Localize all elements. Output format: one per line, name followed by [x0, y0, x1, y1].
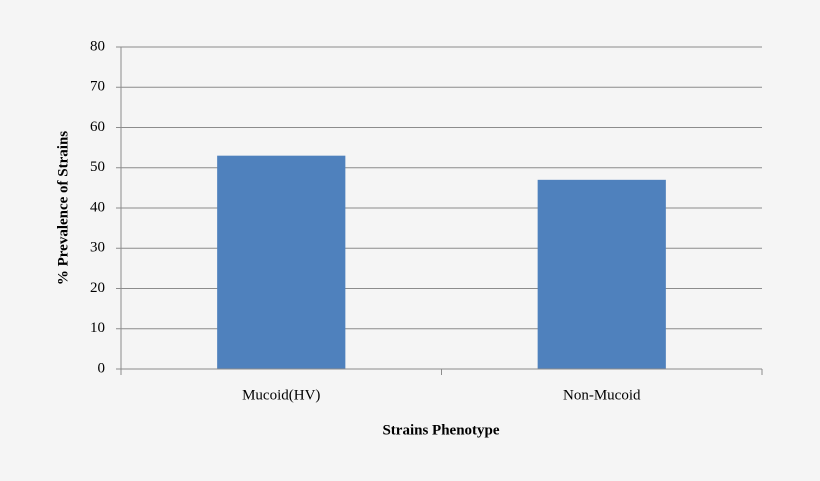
x-axis-label: Strains Phenotype	[382, 422, 499, 438]
bar	[217, 155, 346, 369]
y-tick-label: 70	[90, 79, 105, 95]
x-tick-label: Non-Mucoid	[563, 387, 641, 403]
y-tick-label: 50	[90, 159, 105, 175]
y-tick-label: 20	[90, 280, 105, 296]
y-tick-label: 10	[90, 320, 105, 336]
y-tick-label: 40	[90, 199, 105, 215]
y-tick-label: 60	[90, 119, 105, 135]
bar	[537, 179, 666, 369]
x-tick-label: Mucoid(HV)	[242, 387, 320, 403]
y-tick-label: 30	[90, 240, 105, 256]
y-axis-label: % Prevalence of Strains	[55, 131, 71, 285]
y-tick-label: 0	[98, 360, 106, 376]
y-tick-label: 80	[90, 38, 105, 54]
